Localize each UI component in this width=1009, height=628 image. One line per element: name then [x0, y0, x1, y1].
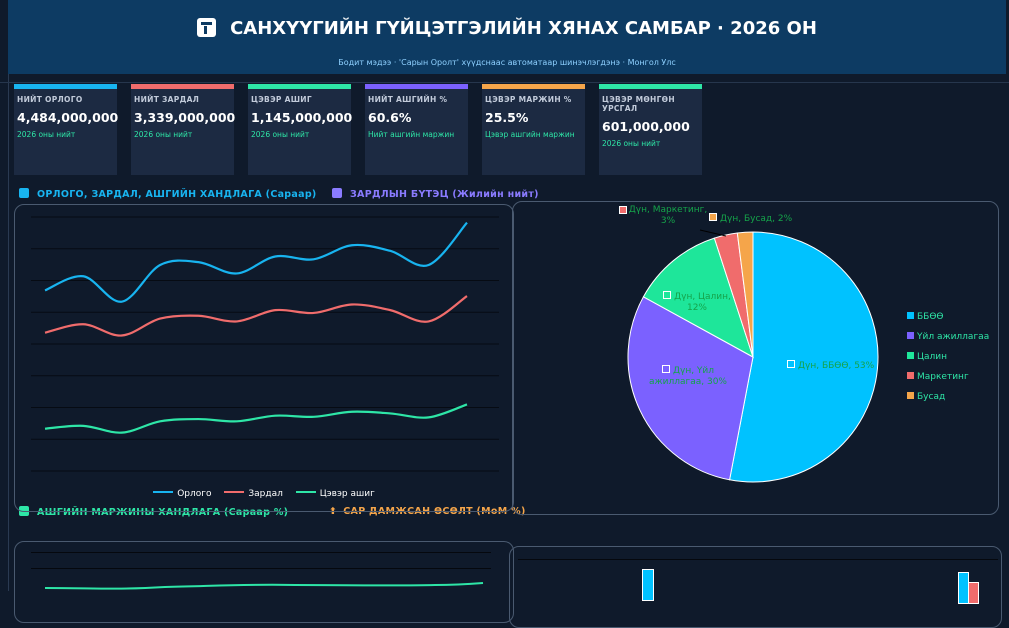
series-line-1[interactable] [44, 295, 468, 337]
pie-label-text: Дүн, Цалин, 12% [674, 292, 731, 313]
section-title-text: ОРЛОГО, ЗАРДАЛ, АШГИЙН ХАНДЛАГА (Сараар) [37, 189, 317, 200]
legend-label: Бусад [917, 392, 946, 402]
legend-swatch [907, 332, 914, 339]
pie-legend-item[interactable]: Маркетинг [907, 372, 969, 382]
legend-swatch [907, 392, 914, 399]
legend-swatch [907, 352, 914, 359]
kpi-card-net-profit[interactable]: ЦЭВЭР АШИГ 1,145,000,000 2026 оны нийт [248, 84, 353, 175]
legend-swatch [709, 213, 717, 221]
section-title-structure: ЗАРДЛЫН БҮТЭЦ (Жилийн нийт) [332, 188, 539, 200]
dashboard-subtitle: Бодит мэдээ · 'Сарын Оролт' хүүдснаас ав… [338, 58, 676, 67]
pie-label-text: Дүн, Үйл ажиллагаа, 30% [649, 366, 727, 387]
sheet-gridline [8, 0, 9, 591]
kpi-accent-bar [599, 84, 702, 89]
cash-bar [642, 569, 654, 601]
chart-gridline [31, 568, 491, 569]
kpi-accent-bar [14, 84, 117, 89]
margin-line-chart [44, 582, 484, 590]
kpi-value: 601,000,000 [602, 119, 690, 134]
kpi-card-gross-margin[interactable]: НИЙТ АШГИЙН % 60.6% Нийт ашгийн маржин [365, 84, 468, 175]
dashboard-title: САНХҮҮГИЙН ГҮЙЦЭТГЭЛИЙН ХЯНАХ САМБАР · 2… [8, 18, 1006, 39]
legend-swatch [907, 312, 914, 319]
pie-legend-item[interactable]: Үйл ажиллагаа [907, 332, 989, 342]
kpi-card-cash-flow[interactable]: ЦЭВЭР МӨНГӨН УРСГАЛ 601,000,000 2026 оны… [599, 84, 702, 175]
kpi-label: ЦЭВЭР МӨНГӨН УРСГАЛ [602, 95, 675, 113]
kpi-card-expense[interactable]: НИЙТ ЗАРДАЛ 3,339,000,000 2026 оны нийт [131, 84, 236, 175]
kpi-value: 1,145,000,000 [251, 110, 353, 125]
kpi-label: НИЙТ АШГИЙН % [368, 95, 448, 104]
pie-label-operations: Дүн, Үйл ажиллагаа, 30% [643, 365, 733, 388]
legend-label: Цалин [917, 352, 947, 362]
legend-label: Зардал [248, 489, 283, 499]
trend-chart-panel[interactable]: Орлого Зардал Цэвэр ашиг [14, 204, 514, 512]
kpi-accent-bar [482, 84, 585, 89]
dashboard-title-text: САНХҮҮГИЙН ГҮЙЦЭТГЭЛИЙН ХЯНАХ САМБАР · 2… [230, 18, 817, 39]
pie-legend-item[interactable]: Бусад [907, 392, 945, 402]
legend-swatch [907, 372, 914, 379]
margin-chart-panel[interactable] [14, 541, 514, 623]
kpi-card-revenue[interactable]: НИЙТ ОРЛОГО 4,484,000,000 2026 оны нийт [14, 84, 119, 175]
dashboard-icon [197, 18, 217, 37]
kpi-value: 4,484,000,000 [17, 110, 119, 125]
pie-chart-icon [332, 188, 342, 198]
pie-label-cogs: Дүн, ББӨӨ, 53% [787, 360, 887, 372]
pie-label-other: Дүн, Бусад, 2% [709, 213, 809, 225]
legend-swatch [619, 206, 627, 214]
kpi-label: ЦЭВЭР АШИГ [251, 95, 312, 104]
kpi-note: Нийт ашгийн маржин [368, 130, 455, 139]
legend-label: Үйл ажиллагаа [917, 332, 990, 342]
pie-label-text: Дүн, ББӨӨ, 53% [798, 361, 875, 371]
legend-label: ББӨӨ [917, 312, 944, 322]
section-title-trend: ОРЛОГО, ЗАРДАЛ, АШГИЙН ХАНДЛАГА (Сараар) [19, 188, 317, 200]
pie-legend-item[interactable]: ББӨӨ [907, 312, 944, 322]
sheet-gridline [0, 82, 1009, 83]
trend-legend: Орлого Зардал Цэвэр ашиг [15, 489, 513, 499]
kpi-label: НИЙТ ЗАРДАЛ [134, 95, 200, 104]
pie-label-marketing: Дүн, Маркетинг, 3% [619, 205, 708, 227]
pie-label-salary: Дүн, Цалин, 12% [657, 291, 737, 314]
pie-label-text: Дүн, Бусад, 2% [720, 214, 793, 224]
pie-label-text: Дүн, Маркетинг, 3% [628, 205, 708, 226]
kpi-accent-bar [365, 84, 468, 89]
chart-gridline [518, 559, 998, 560]
kpi-label: НИЙТ ОРЛОГО [17, 95, 83, 104]
section-title-text: ЗАРДЛЫН БҮТЭЦ (Жилийн нийт) [350, 189, 539, 200]
structure-chart-panel[interactable] [512, 201, 999, 515]
kpi-value: 60.6% [368, 110, 412, 125]
kpi-accent-bar [131, 84, 234, 89]
series-line-2[interactable] [44, 403, 468, 434]
line-chart-icon [19, 188, 29, 198]
trend-line-chart [31, 216, 499, 472]
legend-swatch [661, 365, 670, 373]
series-line-0[interactable] [44, 221, 468, 303]
kpi-label: ЦЭВЭР МАРЖИН % [485, 95, 572, 104]
kpi-note: 2026 оны нийт [134, 130, 193, 139]
dashboard-header: САНХҮҮГИЙН ГҮЙЦЭТГЭЛИЙН ХЯНАХ САМБАР · 2… [8, 0, 1006, 74]
cash-chart-panel[interactable] [509, 546, 1002, 628]
legend-label: Маркетинг [917, 372, 969, 382]
legend-label: Цэвэр ашиг [319, 489, 375, 499]
pie-legend-item[interactable]: Цалин [907, 352, 947, 362]
kpi-value: 25.5% [485, 110, 529, 125]
kpi-note: 2026 оны нийт [17, 130, 76, 139]
legend-swatch [153, 491, 174, 493]
kpi-value: 3,339,000,000 [134, 110, 236, 125]
margin-series-line [44, 582, 484, 590]
kpi-note: Цэвэр ашгийн маржин [485, 130, 575, 139]
kpi-note: 2026 оны нийт [251, 130, 310, 139]
section-title-text: АШГИЙН МАРЖИНЫ ХАНДЛАГА (Сараар %) [37, 507, 289, 518]
legend-swatch [295, 491, 316, 493]
chart-gridline [31, 552, 491, 553]
kpi-accent-bar [248, 84, 351, 89]
kpi-note: 2026 оны нийт [602, 139, 661, 148]
legend-label: Орлого [177, 489, 212, 499]
cash-bar [968, 582, 979, 604]
legend-swatch [663, 291, 672, 299]
legend-swatch [787, 360, 795, 368]
kpi-card-net-margin[interactable]: ЦЭВЭР МАРЖИН % 25.5% Цэвэр ашгийн маржин [482, 84, 585, 175]
legend-swatch [224, 491, 245, 493]
